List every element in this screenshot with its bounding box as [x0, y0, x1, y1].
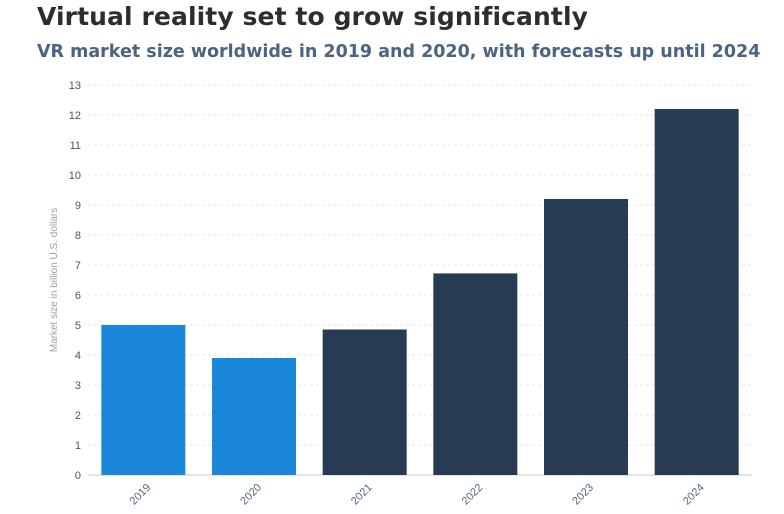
y-tick-label: 3	[75, 380, 81, 392]
x-axis-ticks: 2019 2020 2021 2022 2023 2024	[128, 482, 707, 508]
chart-title: Virtual reality set to grow significantl…	[37, 2, 589, 31]
x-tick-label: 2021	[349, 482, 375, 508]
y-tick-label: 12	[69, 110, 81, 122]
y-tick-label: 4	[75, 350, 81, 362]
y-tick-label: 10	[69, 170, 81, 182]
bar-2023[interactable]	[544, 199, 628, 475]
y-axis-label: Market size in billion U.S. dollars	[49, 208, 60, 353]
bar-2021[interactable]	[322, 329, 407, 476]
bars	[101, 109, 739, 476]
bar-2022[interactable]	[433, 273, 518, 475]
x-tick-label: 2023	[570, 482, 596, 508]
y-tick-label: 7	[75, 260, 81, 272]
y-tick-label: 8	[75, 230, 81, 242]
y-tick-label: 0	[75, 470, 81, 482]
x-tick-label: 2020	[238, 482, 264, 508]
y-tick-label: 6	[75, 290, 81, 302]
y-tick-label: 13	[69, 80, 81, 92]
x-tick-label: 2022	[460, 482, 486, 508]
y-tick-label: 11	[70, 140, 81, 152]
x-tick-label: 2019	[128, 482, 154, 508]
bar-2019[interactable]	[101, 325, 186, 475]
chart-subtitle: VR market size worldwide in 2019 and 202…	[37, 42, 761, 62]
bar-2020[interactable]	[212, 358, 296, 475]
y-tick-label: 1	[75, 440, 81, 452]
y-tick-label: 2	[75, 410, 81, 422]
y-tick-label: 9	[75, 200, 81, 212]
bar-2024[interactable]	[654, 109, 739, 475]
y-tick-label: 5	[75, 320, 81, 332]
x-tick-label: 2024	[681, 482, 707, 508]
gridlines	[88, 84, 752, 476]
